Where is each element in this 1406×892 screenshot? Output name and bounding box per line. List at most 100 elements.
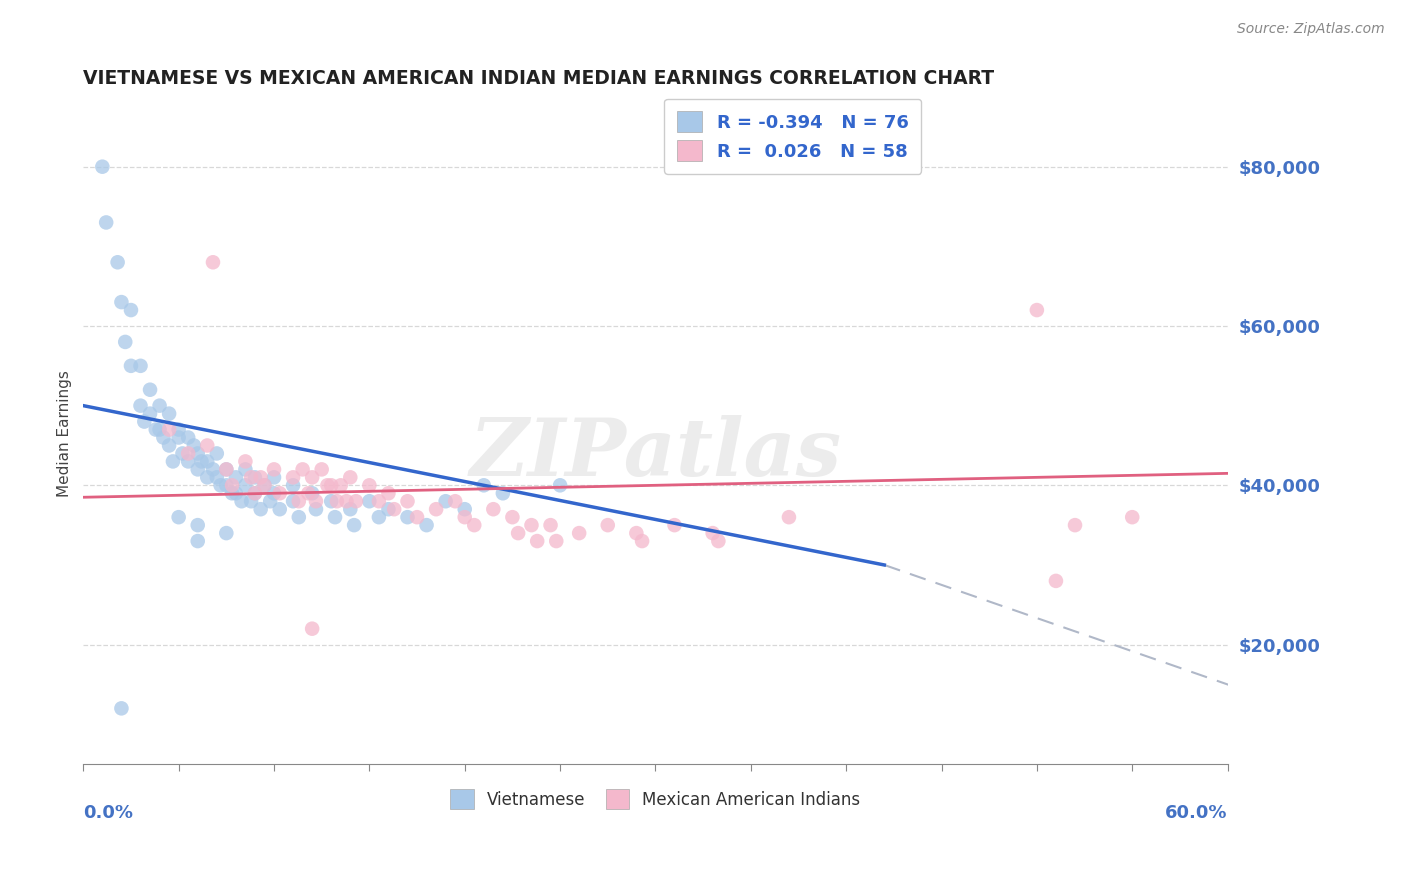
Point [148, 423, 170, 437]
Point [209, 478, 232, 492]
Point [96, 215, 118, 229]
Point [301, 622, 323, 636]
Point [183, 438, 205, 452]
Point [508, 526, 530, 541]
Point [323, 510, 346, 524]
Point [235, 478, 257, 492]
Point [253, 478, 276, 492]
Point [215, 462, 238, 476]
Point [425, 502, 447, 516]
Point [129, 399, 152, 413]
Point [157, 423, 180, 437]
Point [157, 407, 180, 421]
Point [187, 518, 209, 533]
Point [359, 478, 381, 492]
Point [548, 478, 571, 492]
Point [152, 430, 174, 444]
Point [249, 502, 271, 516]
Text: Source: ZipAtlas.com: Source: ZipAtlas.com [1237, 22, 1385, 37]
Point [702, 526, 724, 541]
Point [195, 470, 218, 484]
Point [225, 470, 247, 484]
Point [167, 430, 190, 444]
Point [235, 462, 257, 476]
Point [162, 454, 184, 468]
Point [1025, 303, 1047, 318]
Point [377, 486, 399, 500]
Point [129, 359, 152, 373]
Point [568, 526, 591, 541]
Point [297, 486, 319, 500]
Point [91, 160, 114, 174]
Point [288, 494, 311, 508]
Point [444, 494, 467, 508]
Point [215, 462, 238, 476]
Point [301, 486, 323, 500]
Point [1064, 518, 1087, 533]
Point [215, 478, 238, 492]
Point [415, 518, 437, 533]
Point [177, 446, 200, 460]
Point [221, 478, 243, 492]
Point [396, 510, 419, 524]
Point [195, 454, 218, 468]
Point [139, 407, 162, 421]
Point [120, 359, 142, 373]
Point [596, 518, 619, 533]
Point [110, 701, 132, 715]
Point [1121, 510, 1143, 524]
Text: VIETNAMESE VS MEXICAN AMERICAN INDIAN MEDIAN EARNINGS CORRELATION CHART: VIETNAMESE VS MEXICAN AMERICAN INDIAN ME… [83, 69, 994, 87]
Point [377, 502, 399, 516]
Point [114, 334, 136, 349]
Point [664, 518, 686, 533]
Point [221, 486, 243, 500]
Point [205, 446, 228, 460]
Point [190, 454, 212, 468]
Point [472, 478, 495, 492]
Point [406, 510, 429, 524]
Point [281, 478, 304, 492]
Point [316, 478, 339, 492]
Point [454, 510, 477, 524]
Point [107, 255, 129, 269]
Point [145, 423, 167, 437]
Point [157, 438, 180, 452]
Point [263, 486, 285, 500]
Point [110, 295, 132, 310]
Point [187, 462, 209, 476]
Point [243, 486, 266, 500]
Point [269, 486, 291, 500]
Point [263, 470, 285, 484]
Point [172, 446, 194, 460]
Point [148, 399, 170, 413]
Point [240, 494, 263, 508]
Point [454, 502, 477, 516]
Point [235, 454, 257, 468]
Point [434, 494, 457, 508]
Point [225, 486, 247, 500]
Point [187, 446, 209, 460]
Point [335, 494, 357, 508]
Point [187, 534, 209, 549]
Point [288, 510, 311, 524]
Point [201, 462, 224, 476]
Point [177, 430, 200, 444]
Point [626, 526, 648, 541]
Point [329, 478, 352, 492]
Point [281, 494, 304, 508]
Text: 0.0%: 0.0% [83, 804, 134, 822]
Point [382, 502, 405, 516]
Point [263, 462, 285, 476]
Point [243, 486, 266, 500]
Point [463, 518, 485, 533]
Point [201, 255, 224, 269]
Point [311, 462, 333, 476]
Point [343, 518, 366, 533]
Point [631, 534, 654, 549]
Point [291, 462, 314, 476]
Point [167, 423, 190, 437]
Point [344, 494, 367, 508]
Point [526, 534, 548, 549]
Text: ZIPatlas: ZIPatlas [470, 415, 842, 492]
Point [253, 478, 276, 492]
